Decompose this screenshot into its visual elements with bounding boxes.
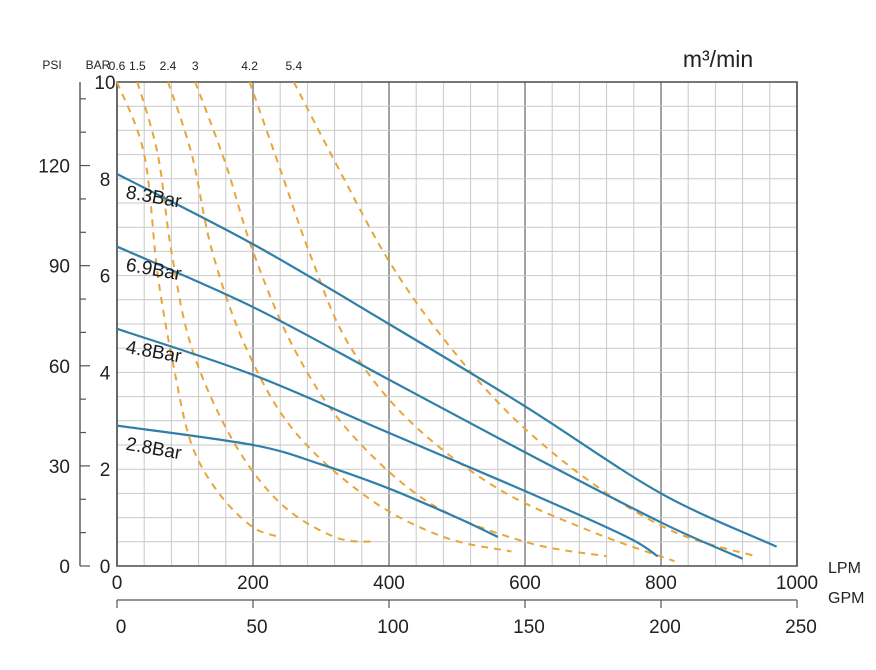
- gpm-tick-label: 200: [649, 617, 681, 638]
- bar-tick-label: 2: [100, 460, 111, 481]
- lpm-tick-label: 400: [373, 573, 405, 594]
- lpm-tick-label: 0: [112, 573, 123, 594]
- psi-tick-label: 30: [49, 457, 70, 478]
- series-label: 4.8Bar: [124, 337, 183, 368]
- gpm-tick-label: 150: [513, 617, 545, 638]
- psi-tick-label: 90: [49, 257, 70, 278]
- air-curve-label: 2.4: [160, 59, 177, 73]
- series-label: 8.3Bar: [124, 182, 183, 213]
- air-curve-label: 1.5: [129, 59, 146, 73]
- y-label-bar: BAR: [86, 58, 111, 72]
- bar-tick-label: 10: [94, 73, 115, 94]
- air-consumption-curves: [116, 81, 757, 563]
- x-label-lpm: LPM: [828, 560, 861, 577]
- lpm-tick-label: 800: [645, 573, 677, 594]
- gpm-tick-label: 250: [785, 617, 817, 638]
- gpm-tick-label: 0: [116, 617, 127, 638]
- air-curve-label: 5.4: [285, 59, 302, 73]
- chart-grid: [116, 81, 798, 567]
- psi-tick-label: 0: [59, 557, 70, 578]
- psi-tick-label: 120: [38, 157, 70, 178]
- flow-curve-2-8Bar: [116, 424, 499, 538]
- bar-tick-label: 0: [100, 557, 111, 578]
- bar-tick-label: 6: [100, 267, 111, 288]
- series-label: 2.8Bar: [124, 434, 183, 465]
- chart-axes: [79, 82, 798, 608]
- air-curve-label: 4.2: [241, 59, 258, 73]
- air-curve-label: 0.6: [109, 59, 126, 73]
- air-curve-2-4: [167, 81, 512, 553]
- air-curve-5-4: [292, 81, 757, 558]
- lpm-tick-label: 1000: [776, 573, 818, 594]
- plot-frame: [116, 81, 798, 567]
- flow-curve-4-8Bar: [116, 327, 659, 558]
- series-label: 6.9Bar: [124, 255, 183, 286]
- flow-curve-8-3Bar: [116, 172, 778, 548]
- psi-tick-label: 60: [49, 357, 70, 378]
- x-label-gpm: GPM: [828, 590, 864, 607]
- gpm-tick-label: 50: [246, 617, 267, 638]
- pressure-flow-curves: [116, 172, 778, 560]
- bar-tick-label: 8: [100, 170, 111, 191]
- lpm-tick-label: 600: [509, 573, 541, 594]
- bar-tick-label: 4: [100, 363, 111, 384]
- air-curve-label: 3: [192, 59, 199, 73]
- air-curve-4-2: [248, 81, 675, 563]
- y-label-psi: PSI: [42, 58, 61, 72]
- lpm-tick-label: 200: [237, 573, 269, 594]
- air-curve-1-5: [136, 81, 376, 543]
- air-curve-3: [194, 81, 607, 558]
- flow-curve-6-9Bar: [116, 245, 744, 560]
- chart-title: m³/min: [683, 46, 753, 72]
- gpm-tick-label: 100: [377, 617, 409, 638]
